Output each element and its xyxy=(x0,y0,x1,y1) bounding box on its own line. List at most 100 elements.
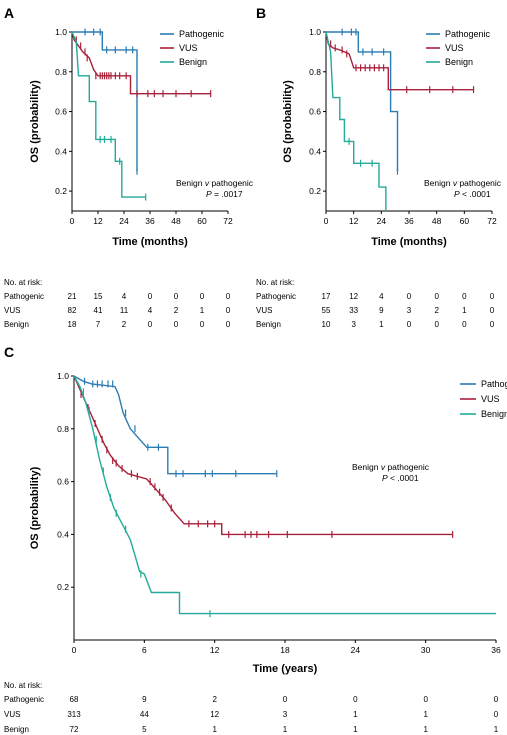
y-tick-label: 0.4 xyxy=(57,529,69,539)
risk-value: 5 xyxy=(142,725,147,734)
risk-value: 1 xyxy=(423,725,428,734)
risk-value: 12 xyxy=(210,710,219,719)
risk-value: 0 xyxy=(353,695,358,704)
x-tick-label: 12 xyxy=(93,216,103,226)
legend-label-vus: VUS xyxy=(481,394,500,404)
series-line-vus xyxy=(325,31,474,91)
y-axis-label: OS (probability) xyxy=(29,466,41,549)
panel-label: B xyxy=(256,5,266,21)
risk-value: 0 xyxy=(490,306,495,315)
legend-label-vus: VUS xyxy=(179,43,198,53)
x-tick-label: 60 xyxy=(197,216,207,226)
series-line-pathogenic xyxy=(326,31,399,172)
risk-value: 0 xyxy=(226,292,231,301)
annotation-pvalue: P = .0017 xyxy=(206,189,243,199)
x-tick-label: 36 xyxy=(491,645,501,655)
risk-value: 0 xyxy=(174,320,179,329)
x-tick-label: 36 xyxy=(145,216,155,226)
risk-value: 1 xyxy=(283,725,288,734)
risk-row-label: Pathogenic xyxy=(4,292,44,301)
risk-value: 1 xyxy=(200,306,205,315)
legend-label-pathogenic: Pathogenic xyxy=(179,29,225,39)
x-axis-label: Time (years) xyxy=(253,663,318,675)
legend-label-pathogenic: Pathogenic xyxy=(445,29,491,39)
risk-row-label: VUS xyxy=(4,306,20,315)
legend-label-benign: Benign xyxy=(445,57,473,67)
risk-value: 0 xyxy=(494,710,499,719)
risk-value: 72 xyxy=(70,725,79,734)
risk-value: 12 xyxy=(349,292,358,301)
risk-value: 3 xyxy=(351,320,356,329)
risk-value: 2 xyxy=(122,320,127,329)
risk-value: 4 xyxy=(122,292,127,301)
risk-value: 3 xyxy=(407,306,412,315)
risk-value: 0 xyxy=(434,320,439,329)
risk-value: 2 xyxy=(434,306,439,315)
risk-value: 15 xyxy=(94,292,103,301)
risk-value: 1 xyxy=(353,710,358,719)
x-tick-label: 24 xyxy=(351,645,361,655)
risk-value: 0 xyxy=(283,695,288,704)
series-line-benign xyxy=(325,31,387,211)
y-tick-label: 1.0 xyxy=(309,27,321,37)
panel-label: C xyxy=(4,344,14,360)
x-tick-label: 60 xyxy=(460,216,470,226)
risk-value: 0 xyxy=(148,292,153,301)
risk-value: 7 xyxy=(96,320,101,329)
x-tick-label: 24 xyxy=(119,216,129,226)
risk-value: 21 xyxy=(68,292,77,301)
risk-value: 9 xyxy=(379,306,384,315)
risk-value: 18 xyxy=(68,320,77,329)
risk-value: 1 xyxy=(379,320,384,329)
legend-label-benign: Benign xyxy=(179,57,207,67)
risk-value: 0 xyxy=(462,292,467,301)
series-line-pathogenic xyxy=(73,375,277,475)
risk-row-label: VUS xyxy=(256,306,272,315)
series-line-pathogenic xyxy=(72,31,138,172)
risk-row-label: Pathogenic xyxy=(4,695,44,704)
risk-value: 0 xyxy=(174,292,179,301)
y-tick-label: 1.0 xyxy=(55,27,67,37)
risk-value: 0 xyxy=(434,292,439,301)
legend-label-pathogenic: Pathogenic xyxy=(481,379,507,389)
risk-value: 44 xyxy=(140,710,149,719)
risk-table-title: No. at risk: xyxy=(4,681,42,690)
risk-table-title: No. at risk: xyxy=(4,278,42,287)
risk-value: 0 xyxy=(490,320,495,329)
y-tick-label: 0.2 xyxy=(55,186,67,196)
annotation-text: Benign v pathogenic xyxy=(424,178,502,188)
y-tick-label: 0.8 xyxy=(57,424,69,434)
risk-value: 33 xyxy=(349,306,358,315)
risk-value: 1 xyxy=(212,725,217,734)
risk-row-label: Benign xyxy=(256,320,281,329)
risk-value: 0 xyxy=(200,292,205,301)
risk-value: 1 xyxy=(494,725,499,734)
annotation-pvalue: P < .0001 xyxy=(382,473,419,483)
x-axis-label: Time (months) xyxy=(112,236,188,248)
risk-value: 3 xyxy=(283,710,288,719)
y-axis-label: OS (probability) xyxy=(282,80,294,163)
risk-value: 1 xyxy=(462,306,467,315)
risk-value: 68 xyxy=(70,695,79,704)
y-tick-label: 1.0 xyxy=(57,371,69,381)
risk-value: 2 xyxy=(212,695,217,704)
x-tick-label: 0 xyxy=(72,645,77,655)
annotation-text: Benign v pathogenic xyxy=(352,462,430,472)
x-tick-label: 12 xyxy=(210,645,220,655)
x-tick-label: 6 xyxy=(142,645,147,655)
y-tick-label: 0.8 xyxy=(309,67,321,77)
risk-value: 0 xyxy=(462,320,467,329)
risk-value: 0 xyxy=(407,292,412,301)
risk-value: 0 xyxy=(226,320,231,329)
x-tick-label: 12 xyxy=(349,216,359,226)
legend-label-vus: VUS xyxy=(445,43,464,53)
x-tick-label: 24 xyxy=(377,216,387,226)
risk-value: 55 xyxy=(322,306,331,315)
risk-row-label: VUS xyxy=(4,710,20,719)
risk-value: 0 xyxy=(226,306,231,315)
annotation-pvalue: P < .0001 xyxy=(454,189,491,199)
risk-value: 1 xyxy=(353,725,358,734)
risk-row-label: Benign xyxy=(4,320,29,329)
risk-value: 4 xyxy=(148,306,153,315)
